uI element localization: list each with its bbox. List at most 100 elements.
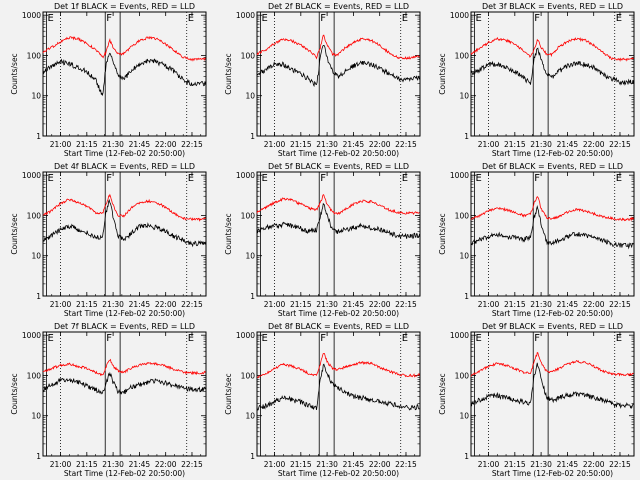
x-tick-label: 21:00 [478,140,500,149]
lld-series-line [470,196,634,222]
x-tick-label: 21:30 [530,300,552,309]
x-axis-label: Start Time (12-Feb-02 20:50:00) [64,309,185,318]
events-series-line [256,44,420,88]
y-tick-label: 100 [455,371,470,380]
interval-marker-label: F [534,13,540,24]
interval-marker-label: E [616,173,622,184]
interval-marker-label: E [48,333,54,344]
x-tick-label: 21:00 [50,460,72,469]
interval-marker-label: F [106,173,112,184]
panel-title: Det 3f BLACK = Events, RED = LLD [482,2,623,11]
y-tick-label: 1 [250,452,255,461]
panel-6: Det 6f BLACK = Events, RED = LLD 1 10 100 10… [438,162,635,318]
x-tick-label: 22:15 [395,300,417,309]
events-series-line [470,47,634,86]
y-tick-label: 1 [464,132,469,141]
interval-marker-label: E [476,173,482,184]
x-tick-label: 21:15 [504,460,526,469]
events-series-line [256,363,420,411]
x-tick-label: 21:45 [343,300,365,309]
events-series-line [42,52,206,97]
y-tick-label: 10 [459,92,469,101]
x-tick-label: 21:30 [316,300,338,309]
y-tick-label: 1 [464,452,469,461]
x-tick-label: 21:30 [102,140,124,149]
x-tick-label: 22:00 [583,140,605,149]
x-tick-label: 21:30 [102,300,124,309]
y-axis-label: Counts/sec [10,373,19,414]
y-tick-label: 1000 [22,331,41,340]
plot-frame [42,331,207,457]
x-tick-label: 22:00 [155,460,177,469]
lld-series-line [470,37,634,62]
lld-series-line [42,193,206,222]
plot-frame [470,331,635,457]
x-tick-label: 21:00 [478,300,500,309]
y-tick-label: 100 [241,51,256,60]
panel-title: Det 8f BLACK = Events, RED = LLD [268,322,409,331]
y-tick-label: 10 [245,92,255,101]
x-tick-label: 22:00 [155,140,177,149]
lld-series-line [256,353,420,379]
y-tick-label: 10 [459,252,469,261]
y-tick-label: 10 [245,252,255,261]
y-tick-label: 1 [250,292,255,301]
y-tick-label: 10 [31,412,41,421]
panel-title: Det 5f BLACK = Events, RED = LLD [268,162,409,171]
x-tick-label: 21:45 [129,140,151,149]
interval-marker-label: F [106,13,112,24]
y-axis-label: Counts/sec [438,373,447,414]
x-tick-label: 21:00 [264,300,286,309]
interval-marker-label: F [534,173,540,184]
lld-series-line [256,193,420,215]
x-axis-label: Start Time (12-Feb-02 20:50:00) [278,149,399,158]
x-tick-label: 21:30 [530,140,552,149]
x-axis-label: Start Time (12-Feb-02 20:50:00) [278,469,399,478]
x-tick-label: 22:15 [609,460,631,469]
x-tick-label: 21:45 [343,460,365,469]
x-tick-label: 22:15 [609,140,631,149]
x-tick-label: 22:00 [155,300,177,309]
x-tick-label: 22:15 [181,140,203,149]
x-tick-label: 22:15 [181,460,203,469]
x-tick-label: 21:30 [530,460,552,469]
y-tick-label: 100 [27,371,42,380]
interval-marker-label: E [402,13,408,24]
panel-5: Det 5f BLACK = Events, RED = LLD 1 10 100 10… [224,162,421,318]
interval-marker-label: E [402,173,408,184]
plot-frame [256,331,421,457]
interval-marker-label: E [262,13,268,24]
interval-marker-label: F [320,13,326,24]
y-axis-label: Counts/sec [10,213,19,254]
x-axis-label: Start Time (12-Feb-02 20:50:00) [492,469,613,478]
x-tick-label: 21:45 [343,140,365,149]
interval-marker-label: E [48,13,54,24]
x-tick-label: 21:30 [102,460,124,469]
events-series-line [42,371,206,396]
x-tick-label: 21:45 [557,300,579,309]
x-tick-label: 21:45 [129,300,151,309]
panel-3: Det 3f BLACK = Events, RED = LLD 1 10 100 10… [438,2,635,158]
plot-frame [42,171,207,297]
x-tick-label: 21:00 [50,300,72,309]
x-tick-label: 21:00 [264,140,286,149]
panel-title: Det 6f BLACK = Events, RED = LLD [482,162,623,171]
panel-8: Det 8f BLACK = Events, RED = LLD 1 10 100 10… [224,322,421,478]
x-tick-label: 21:30 [316,140,338,149]
events-series-line [470,362,634,410]
x-tick-label: 22:00 [369,300,391,309]
interval-marker-label: E [616,13,622,24]
x-axis-label: Start Time (12-Feb-02 20:50:00) [278,309,399,318]
panel-4: Det 4f BLACK = Events, RED = LLD 1 10 100 10… [10,162,207,318]
panel-9: Det 9f BLACK = Events, RED = LLD 1 10 100 10… [438,322,635,478]
plot-frame [256,11,421,137]
x-axis-label: Start Time (12-Feb-02 20:50:00) [64,149,185,158]
x-tick-label: 22:15 [395,140,417,149]
y-tick-label: 10 [31,92,41,101]
x-tick-label: 22:15 [395,460,417,469]
lld-series-line [42,358,206,377]
interval-marker-label: E [188,13,194,24]
lld-series-line [470,352,634,377]
interval-marker-label: E [476,333,482,344]
